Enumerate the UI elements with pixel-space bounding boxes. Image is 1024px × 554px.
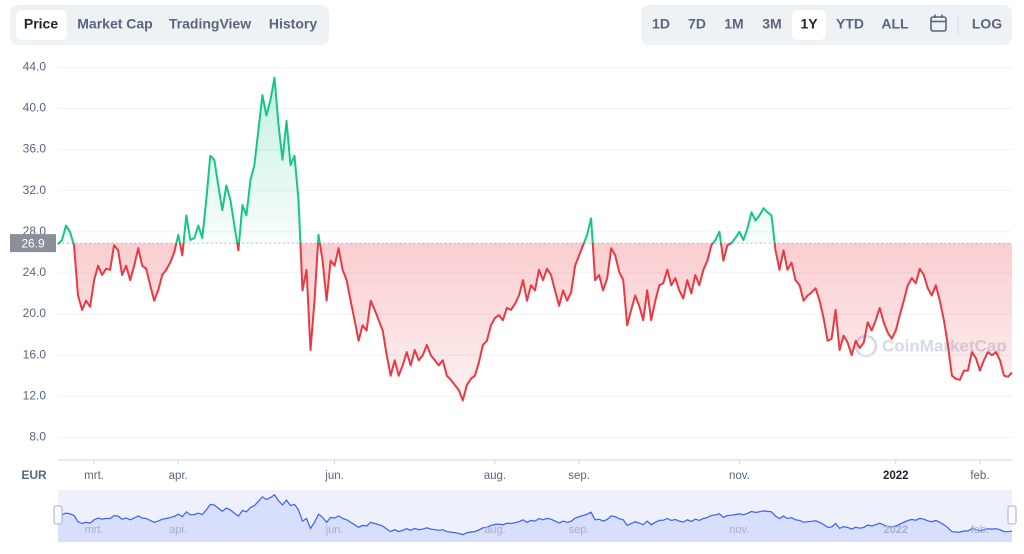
price-line: [57, 76, 1013, 402]
range-button[interactable]: 3M: [762, 16, 781, 32]
y-tick-label: 44.0: [23, 60, 47, 74]
navigator-handle[interactable]: [1007, 505, 1017, 525]
navigator-area: [58, 494, 1012, 542]
range-active-bg: [792, 10, 826, 40]
range-button[interactable]: YTD: [836, 16, 864, 32]
navigator-label: feb.: [971, 524, 989, 536]
navigator-label: 2022: [884, 524, 908, 536]
tab-group: [10, 5, 329, 45]
tab[interactable]: Market Cap: [77, 16, 152, 32]
navigator-label: nov.: [729, 524, 749, 536]
x-tick-label: nov.: [729, 470, 750, 482]
range-button[interactable]: 1M: [724, 16, 743, 32]
baseline-label-bg: [10, 234, 56, 253]
navigator-label: aug.: [484, 524, 505, 536]
x-tick-label: aug.: [484, 470, 506, 482]
x-tick-label: apr.: [169, 470, 188, 482]
y-tick-label: 24.0: [23, 265, 47, 279]
range-button[interactable]: 1Y: [800, 16, 818, 32]
x-tick-label: jun.: [324, 470, 344, 482]
range-group: [641, 5, 1012, 45]
calendar-icon[interactable]: [930, 14, 947, 32]
baseline-label: 26.9: [21, 236, 45, 250]
range-button[interactable]: 1D: [652, 16, 670, 32]
tab-active-bg: [16, 10, 67, 40]
navigator-bg: [58, 490, 1012, 542]
y-tick-label: 8.0: [29, 430, 46, 444]
y-tick-label: 16.0: [23, 347, 47, 361]
y-tick-label: 36.0: [23, 142, 47, 156]
tab[interactable]: History: [269, 16, 317, 32]
navigator-line: [57, 493, 1013, 536]
currency-label: EUR: [21, 468, 47, 482]
price-area: [58, 77, 1012, 401]
range-button[interactable]: 7D: [688, 16, 706, 32]
range-button[interactable]: ALL: [881, 16, 909, 32]
tab[interactable]: Price: [24, 16, 58, 32]
y-tick-label: 32.0: [23, 183, 47, 197]
y-tick-label: 40.0: [23, 101, 47, 115]
navigator-label: apr.: [169, 524, 187, 536]
tab[interactable]: TradingView: [169, 16, 251, 32]
x-tick-label: 2022: [883, 470, 909, 482]
navigator-label: jun.: [325, 524, 344, 536]
log-toggle[interactable]: LOG: [972, 16, 1002, 32]
y-tick-label: 20.0: [23, 306, 47, 320]
x-tick-label: sep.: [568, 470, 590, 482]
navigator-label: mrt.: [85, 524, 104, 536]
x-tick-label: feb.: [970, 470, 989, 482]
navigator-label: sep.: [569, 524, 590, 536]
navigator-handle[interactable]: [53, 505, 63, 525]
y-tick-label: 12.0: [23, 388, 47, 402]
x-tick-label: mrt.: [84, 470, 104, 482]
